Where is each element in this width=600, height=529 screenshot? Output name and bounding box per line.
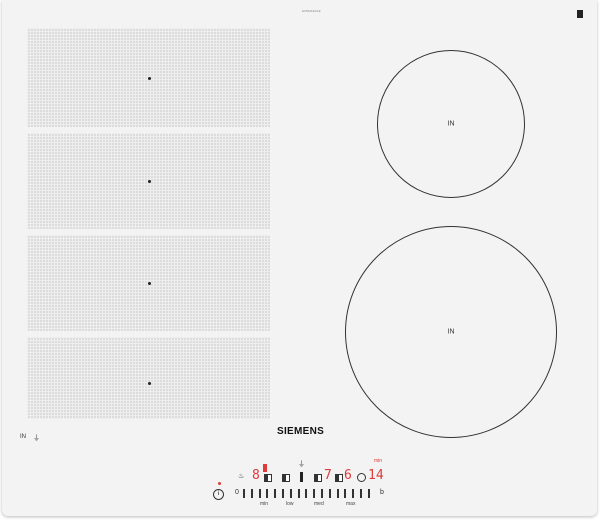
flexzone-icon: ⏚ [33, 435, 40, 442]
slider-tick[interactable] [305, 489, 308, 498]
flex-select-icon[interactable]: ♨ [238, 473, 245, 480]
slider-tick[interactable] [282, 489, 284, 498]
flex-zone-4[interactable] [27, 337, 270, 419]
brand-logo: SIEMENS [277, 426, 325, 437]
flexzone-icon[interactable]: ⏚ [298, 461, 305, 468]
zone-select-4[interactable] [335, 474, 343, 482]
timer-display: 14 [368, 468, 384, 483]
slider-tick[interactable] [313, 489, 316, 498]
level-indicator [263, 464, 267, 472]
slider-tick[interactable] [321, 489, 323, 498]
slider-label-min: min [260, 501, 269, 507]
slider-tick[interactable] [367, 489, 370, 498]
boost-button[interactable]: b [380, 489, 384, 496]
flex-label: IN [20, 434, 26, 440]
cooking-zone-small[interactable]: IN [377, 50, 525, 198]
zone-select-1[interactable] [264, 474, 272, 482]
timer-unit: min [374, 458, 383, 464]
cooktop: EX652FEC1E IN IN IN ⏚ SIEMENS i ♨ 8 ⏚ 7 … [2, 0, 597, 516]
zone-display-3: 6 [344, 468, 352, 483]
slider-tick[interactable] [297, 489, 300, 498]
slider-tick[interactable] [344, 489, 347, 498]
power-icon[interactable]: i [213, 489, 224, 500]
slider-tick[interactable] [360, 489, 362, 498]
status-dot [218, 482, 221, 485]
slider-label-med: med [314, 501, 324, 507]
slider-tick[interactable] [274, 489, 277, 498]
slider-tick[interactable] [243, 489, 245, 498]
zone-display-1: 8 [252, 468, 260, 483]
slider-tick[interactable] [336, 489, 339, 498]
zone-select-2[interactable] [282, 474, 290, 482]
slider-tick[interactable] [352, 489, 355, 498]
slider-tick[interactable] [289, 489, 292, 498]
zone-display-2: 7 [324, 468, 332, 483]
cooking-zone-large[interactable]: IN [345, 226, 557, 438]
slider-label-low: low [286, 501, 294, 507]
slider-tick[interactable] [258, 489, 261, 498]
certification-logo [577, 10, 583, 18]
zone-label: IN [447, 120, 455, 128]
model-label: EX652FEC1E [302, 9, 321, 13]
flex-zone-3[interactable] [27, 235, 270, 331]
flex-mode-button[interactable] [300, 472, 303, 482]
zone-select-3[interactable] [314, 474, 322, 482]
slider-tick[interactable] [266, 489, 269, 498]
clock-icon[interactable] [357, 473, 366, 482]
slider-label-max: max [346, 501, 356, 507]
flex-zone-2[interactable] [27, 133, 270, 229]
slider-start[interactable]: 0 [235, 489, 239, 496]
zone-label: IN [447, 328, 455, 336]
slider-tick[interactable] [328, 489, 331, 498]
flex-zone-1[interactable] [27, 28, 270, 127]
slider-tick[interactable] [250, 489, 253, 498]
